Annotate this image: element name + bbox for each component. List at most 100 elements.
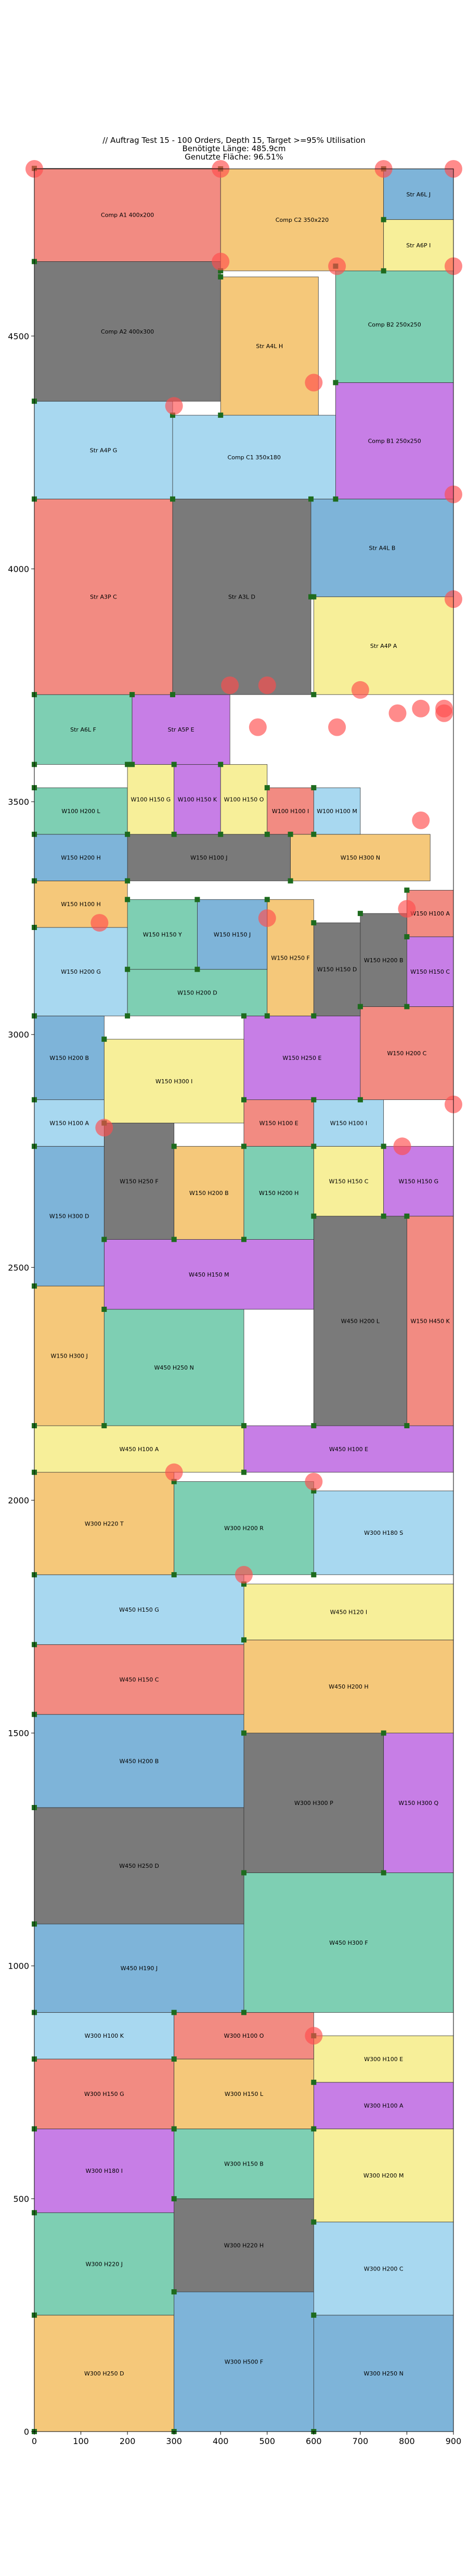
x-tick-label: 0 bbox=[32, 2436, 37, 2446]
packed-rect bbox=[243, 1733, 384, 1873]
rect-label: W150 H300 J bbox=[50, 1353, 87, 1360]
corner-marker bbox=[264, 897, 270, 902]
y-tick-label: 4000 bbox=[8, 564, 29, 574]
candidate-circle bbox=[388, 704, 407, 722]
rect-label: Str A5P E bbox=[168, 726, 194, 733]
rect-label: W150 H200 B bbox=[49, 1055, 89, 1061]
corner-marker bbox=[404, 1004, 410, 1010]
packed-rect bbox=[174, 1481, 314, 1575]
corner-marker bbox=[311, 920, 317, 926]
corner-marker bbox=[311, 594, 317, 600]
rect-label: Comp A1 400x200 bbox=[101, 212, 154, 219]
x-tick-label: 800 bbox=[399, 2436, 415, 2446]
corner-marker bbox=[241, 1730, 246, 1736]
rect-label: W150 H200 C bbox=[387, 1050, 427, 1057]
packed-rect bbox=[313, 2315, 454, 2432]
rect-label: W300 H220 T bbox=[85, 1520, 124, 1527]
corner-marker bbox=[311, 692, 317, 697]
candidate-circle bbox=[305, 2027, 323, 2045]
rect-label: W300 H150 B bbox=[224, 2161, 264, 2168]
rect-label: W300 H180 I bbox=[86, 2168, 123, 2174]
corner-marker bbox=[218, 413, 224, 418]
plot-frame bbox=[34, 168, 454, 2432]
x-tick-label: 400 bbox=[213, 2436, 229, 2446]
packed-rect bbox=[174, 764, 221, 835]
rect-label: W150 H450 K bbox=[411, 1318, 450, 1324]
packed-rect bbox=[243, 1425, 454, 1473]
title-line-2: Benötigte Länge: 485.9cm bbox=[182, 144, 286, 153]
title-line-1: // Auftrag Test 15 - 100 Orders, Depth 1… bbox=[102, 136, 366, 145]
corner-marker bbox=[171, 831, 177, 837]
corner-marker bbox=[125, 831, 131, 837]
y-tick-label: 1000 bbox=[8, 1961, 29, 1971]
packed-rect bbox=[172, 415, 336, 499]
corner-marker bbox=[171, 1572, 177, 1577]
packed-rect bbox=[407, 936, 454, 1007]
packed-rect bbox=[243, 1873, 454, 2013]
packed-rect bbox=[310, 499, 454, 597]
packed-rect bbox=[34, 401, 173, 499]
packed-rect bbox=[34, 1807, 244, 1924]
corner-marker bbox=[241, 1237, 246, 1242]
corner-marker bbox=[101, 1423, 107, 1428]
candidate-circle bbox=[351, 681, 369, 699]
packed-rect bbox=[103, 1239, 314, 1310]
rect-label: W150 H150 C bbox=[410, 968, 450, 975]
y-tick-label: 2000 bbox=[8, 1495, 29, 1505]
rect-label: W150 H150 J bbox=[214, 931, 251, 938]
packed-rect bbox=[174, 2012, 314, 2060]
rect-label: W150 H100 H bbox=[61, 901, 100, 908]
packed-rect bbox=[335, 265, 454, 383]
rect-label: Str A4L H bbox=[256, 343, 283, 350]
candidate-circle bbox=[90, 914, 109, 932]
packed-rect bbox=[34, 2129, 175, 2213]
candidate-circle bbox=[328, 257, 346, 275]
candidate-circle bbox=[412, 699, 430, 718]
corner-marker bbox=[264, 785, 270, 791]
rect-label: W450 H150 C bbox=[120, 1677, 159, 1683]
corner-marker bbox=[311, 2312, 317, 2318]
corner-marker bbox=[171, 2010, 177, 2015]
rect-label: W150 H200 B bbox=[189, 1190, 229, 1197]
packed-rect bbox=[34, 2212, 175, 2316]
corner-marker bbox=[241, 1469, 246, 1475]
corner-marker bbox=[404, 1423, 410, 1428]
rect-label: W450 H100 E bbox=[329, 1446, 368, 1453]
corner-marker bbox=[101, 1237, 107, 1242]
y-tick-label: 2500 bbox=[8, 1263, 29, 1272]
corner-marker bbox=[311, 1488, 317, 1494]
candidate-circle bbox=[249, 718, 267, 736]
corner-marker bbox=[357, 1097, 363, 1103]
corner-marker bbox=[241, 1423, 246, 1428]
corner-marker bbox=[218, 762, 224, 767]
candidate-circle bbox=[212, 253, 230, 271]
packed-rect bbox=[220, 764, 268, 835]
rect-label: W150 H200 G bbox=[61, 968, 101, 975]
corner-marker bbox=[125, 762, 131, 767]
rect-label: W450 H120 I bbox=[330, 1609, 367, 1616]
rect-label: Comp C2 350x220 bbox=[276, 217, 329, 223]
corner-marker bbox=[311, 1423, 317, 1428]
corner-marker bbox=[381, 1144, 386, 1149]
rect-label: W450 H300 F bbox=[329, 1940, 368, 1946]
rect-label: W150 H150 Y bbox=[143, 931, 182, 938]
rect-label: W100 H150 K bbox=[178, 796, 217, 803]
candidate-circle bbox=[412, 811, 430, 829]
rect-label: W300 H250 N bbox=[363, 2370, 403, 2377]
packed-rect bbox=[34, 168, 221, 262]
packed-rect bbox=[220, 168, 384, 271]
packed-rect bbox=[243, 1015, 361, 1100]
rect-label: W300 H300 P bbox=[294, 1800, 333, 1807]
rect-label: W100 H150 O bbox=[224, 796, 264, 803]
candidate-circle bbox=[398, 900, 416, 918]
x-tick-label: 700 bbox=[353, 2436, 369, 2446]
corner-marker bbox=[171, 2126, 177, 2132]
x-tick-label: 200 bbox=[120, 2436, 136, 2446]
packed-rect bbox=[103, 1039, 244, 1123]
packed-rect bbox=[360, 1006, 454, 1100]
packed-rect bbox=[127, 969, 268, 1016]
packed-rect bbox=[313, 1491, 454, 1575]
packed-rect bbox=[267, 787, 314, 835]
packed-rect bbox=[127, 899, 198, 970]
x-tick-label: 300 bbox=[166, 2436, 182, 2446]
